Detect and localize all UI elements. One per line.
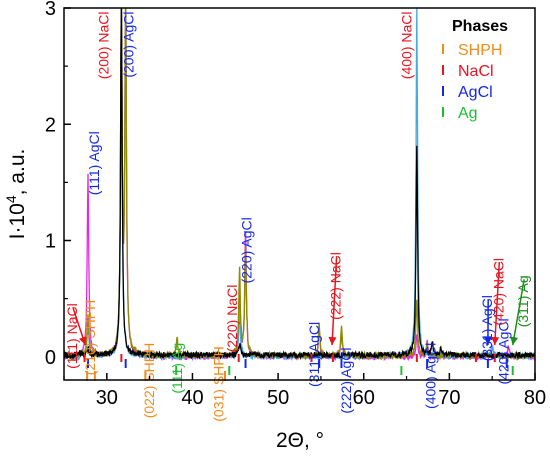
annotation-2: (111) AgCl (86, 131, 102, 195)
x-tick-label-2: 50 (267, 387, 289, 409)
annotation-arrowhead-15 (483, 337, 492, 346)
legend-label-0: SHPH (458, 42, 502, 59)
axis-tick-layer: 30 40 50 60 70 80 0 1 2 3 (45, 0, 546, 409)
annotation-arrow-18 (511, 279, 525, 346)
y-axis-label-base: I·10 (6, 203, 29, 239)
plot-frame (63, 7, 536, 381)
y-axis-label: I·104, a.u. (3, 149, 29, 240)
legend-label-3: Ag (458, 105, 478, 122)
x-tick-label-0: 30 (96, 387, 118, 409)
annotation-arrowhead-11 (328, 336, 337, 346)
phase-marker-layer (83, 354, 514, 381)
annotation-1: (210) SHPH (82, 300, 98, 375)
x-tick-label-5: 80 (524, 387, 546, 409)
legend-label-2: AgCl (458, 84, 493, 101)
annotation-14: (400) AgCl (423, 343, 439, 409)
y-tick-label-0: 0 (45, 347, 56, 369)
annotation-9: (220) AgCl (239, 217, 255, 283)
annotation-15: (331) AgCl (479, 295, 495, 361)
annotation-8: (220) NaCl (224, 285, 240, 353)
annotation-3: (200) NaCl (96, 11, 112, 79)
x-axis-label: 2Θ, ° (276, 429, 324, 452)
annotation-arrow-11 (331, 256, 338, 346)
y-tick-label-2: 2 (45, 114, 56, 136)
annotation-arrowhead-0 (79, 336, 87, 346)
series-layer (64, 8, 535, 362)
annotation-arrow-16 (494, 261, 501, 346)
x-tick-label-4: 70 (438, 387, 460, 409)
annotation-18: (311) Ag (515, 275, 531, 327)
series-3-trace (64, 8, 535, 360)
peak-annotation-layer: (111) NaCl (210) SHPH (111) AgCl (200) NaCl… (64, 11, 531, 421)
legend: Phases SHPH NaCl AgCl Ag (442, 18, 508, 122)
annotation-4: (200) AgCl (120, 11, 136, 77)
y-tick-label-3: 3 (45, 0, 56, 20)
y-axis-label-units: , a.u. (6, 149, 29, 196)
annotation-6: (111) Ag (169, 343, 185, 394)
legend-title: Phases (452, 18, 508, 35)
annotation-10: (311) AgCl (306, 322, 322, 387)
y-axis-label-exponent: 4 (3, 195, 19, 203)
x-tick-label-1: 40 (181, 387, 203, 409)
annotation-17: (420) AgCl (495, 318, 511, 384)
legend-label-1: NaCl (458, 63, 494, 80)
x-tick-label-3: 60 (353, 387, 375, 409)
annotation-13: (400) NaCl (399, 11, 415, 79)
annotation-arrowhead-18 (510, 336, 519, 346)
annotation-0: (111) NaCl (64, 303, 80, 369)
annotation-7: (031) SHPH (210, 346, 226, 421)
y-tick-label-1: 1 (45, 231, 56, 253)
plot-background (64, 8, 535, 380)
annotation-arrowhead-16 (491, 336, 500, 346)
